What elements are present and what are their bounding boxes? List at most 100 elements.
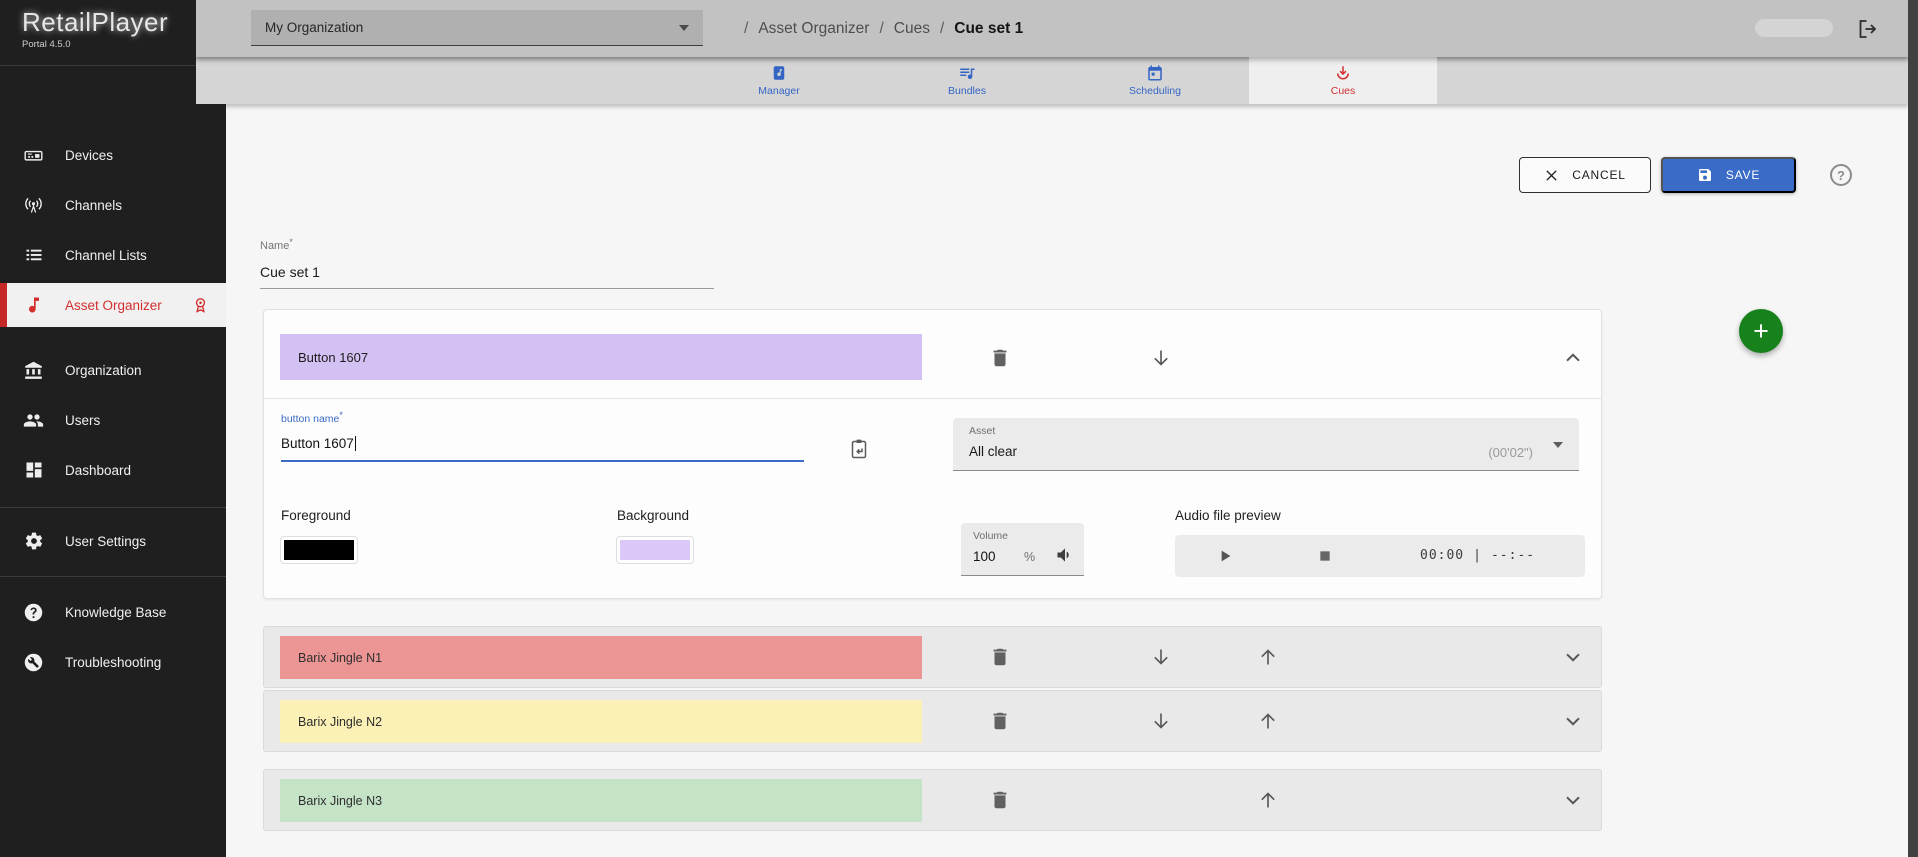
tab-scheduling[interactable]: Scheduling bbox=[1061, 57, 1249, 104]
users-icon bbox=[23, 410, 44, 431]
button-name-label: button name* bbox=[281, 410, 343, 425]
asset-select[interactable]: Asset All clear (00'02") bbox=[953, 418, 1579, 471]
sidebar-item-troubleshooting[interactable]: Troubleshooting bbox=[0, 637, 226, 687]
sidebar-item-label: Channel Lists bbox=[65, 247, 147, 263]
move-down-icon[interactable] bbox=[1148, 708, 1174, 734]
calendar-icon bbox=[1146, 64, 1164, 82]
foreground-color-swatch[interactable] bbox=[281, 537, 357, 563]
save-button-label: SAVE bbox=[1725, 168, 1761, 182]
save-button[interactable]: SAVE bbox=[1661, 157, 1796, 193]
sidebar-divider bbox=[0, 507, 226, 508]
tab-cues[interactable]: Cues bbox=[1249, 57, 1437, 104]
cue-title-bar[interactable]: Barix Jingle N3 bbox=[280, 779, 922, 822]
cue-card-collapsed: Barix Jingle N1 bbox=[263, 626, 1602, 688]
sidebar-item-label: Devices bbox=[65, 147, 114, 163]
play-icon[interactable] bbox=[1217, 548, 1233, 564]
volume-unit: % bbox=[1024, 550, 1036, 564]
sidebar-divider bbox=[0, 576, 226, 577]
playlist-music-icon bbox=[958, 64, 976, 82]
move-up-icon[interactable] bbox=[1255, 644, 1281, 670]
delete-icon[interactable] bbox=[987, 787, 1013, 813]
sidebar-item-dashboard[interactable]: Dashboard bbox=[0, 445, 226, 495]
sidebar-item-label: Troubleshooting bbox=[65, 654, 162, 670]
sidebar-item-knowledge-base[interactable]: Knowledge Base bbox=[0, 587, 226, 637]
cue-title: Button 1607 bbox=[298, 349, 369, 365]
breadcrumb-cues[interactable]: Cues bbox=[893, 19, 930, 37]
move-up-icon[interactable] bbox=[1255, 787, 1281, 813]
time-separator: | bbox=[1473, 548, 1482, 563]
tab-manager[interactable]: Manager bbox=[685, 57, 873, 104]
breadcrumb-asset-organizer[interactable]: Asset Organizer bbox=[758, 19, 870, 37]
sidebar-item-organization[interactable]: Organization bbox=[0, 345, 226, 395]
app-logo: RetailPlayer bbox=[22, 7, 169, 37]
organization-select-value: My Organization bbox=[265, 20, 364, 35]
asset-select-label: Asset bbox=[969, 425, 996, 437]
tray-download-icon bbox=[1334, 64, 1352, 82]
background-color-swatch[interactable] bbox=[617, 537, 693, 563]
floppy-save-icon bbox=[1698, 169, 1711, 181]
audio-player: 00:00 | --:-- bbox=[1175, 535, 1585, 577]
cue-title-bar[interactable]: Barix Jingle N1 bbox=[280, 636, 922, 679]
clipboard-arrow-icon[interactable] bbox=[847, 437, 871, 461]
device-icon bbox=[23, 145, 44, 166]
chevron-down-icon bbox=[679, 24, 689, 31]
delete-icon[interactable] bbox=[987, 644, 1013, 670]
cancel-button[interactable]: CANCEL bbox=[1519, 157, 1651, 193]
text-cursor bbox=[354, 436, 356, 451]
sidebar-upper bbox=[0, 57, 196, 104]
volume-field: Volume 100 % bbox=[961, 523, 1084, 576]
sidebar-item-user-settings[interactable]: User Settings bbox=[0, 516, 226, 566]
sidebar-item-asset-organizer[interactable]: Asset Organizer bbox=[0, 283, 226, 327]
collapse-icon[interactable] bbox=[1560, 345, 1586, 371]
sidebar-item-channel-lists[interactable]: Channel Lists bbox=[0, 230, 226, 280]
status-pill bbox=[1755, 19, 1833, 37]
sidebar-item-users[interactable]: Users bbox=[0, 395, 226, 445]
cue-title-bar[interactable]: Button 1607 bbox=[280, 334, 922, 380]
speaker-icon[interactable] bbox=[1055, 545, 1075, 565]
help-icon[interactable]: ? bbox=[1830, 164, 1852, 186]
name-input[interactable]: Cue set 1 bbox=[260, 264, 714, 289]
volume-label: Volume bbox=[973, 530, 1009, 542]
certificate-badge-icon bbox=[191, 296, 210, 315]
expand-icon[interactable] bbox=[1560, 644, 1586, 670]
tab-label: Scheduling bbox=[1129, 85, 1181, 97]
bank-icon bbox=[23, 360, 44, 381]
breadcrumb-separator: / bbox=[879, 19, 884, 37]
cue-set-name-field: Name* Cue set 1 bbox=[260, 237, 714, 289]
scrollbar[interactable] bbox=[1908, 0, 1918, 857]
music-box-icon bbox=[770, 64, 788, 82]
delete-icon[interactable] bbox=[987, 708, 1013, 734]
sidebar-item-channels[interactable]: Channels bbox=[0, 180, 226, 230]
tab-label: Manager bbox=[758, 85, 800, 97]
button-name-input[interactable]: Button 1607 bbox=[281, 436, 804, 462]
list-icon bbox=[23, 245, 44, 266]
cue-card-expanded: Button 1607 button name* Button 1607 bbox=[263, 309, 1602, 599]
expand-icon[interactable] bbox=[1560, 787, 1586, 813]
foreground-label: Foreground bbox=[281, 508, 351, 523]
breadcrumb-separator: / bbox=[744, 19, 749, 37]
sidebar-item-devices[interactable]: Devices bbox=[0, 130, 226, 180]
breadcrumb-separator: / bbox=[939, 19, 945, 37]
tab-bundles[interactable]: Bundles bbox=[873, 57, 1061, 104]
breadcrumb: / Asset Organizer / Cues / Cue set 1 bbox=[744, 0, 1023, 57]
cue-title-bar[interactable]: Barix Jingle N2 bbox=[280, 700, 922, 743]
total-time: --:-- bbox=[1490, 548, 1536, 563]
stop-icon[interactable] bbox=[1317, 548, 1333, 564]
add-cue-button[interactable]: + bbox=[1739, 309, 1783, 353]
elapsed-time: 00:00 bbox=[1420, 548, 1465, 563]
cancel-button-label: CANCEL bbox=[1572, 168, 1626, 182]
app-version: Portal 4.5.0 bbox=[22, 39, 71, 50]
logout-icon[interactable] bbox=[1856, 17, 1880, 41]
cue-card-collapsed: Barix Jingle N2 bbox=[263, 690, 1602, 752]
move-up-icon[interactable] bbox=[1255, 708, 1281, 734]
dashboard-icon bbox=[23, 460, 44, 481]
move-down-icon[interactable] bbox=[1148, 345, 1174, 371]
expand-icon[interactable] bbox=[1560, 708, 1586, 734]
organization-select[interactable]: My Organization bbox=[251, 10, 703, 46]
sidebar-item-label: Users bbox=[65, 412, 101, 428]
move-down-icon[interactable] bbox=[1148, 644, 1174, 670]
volume-input[interactable]: 100 bbox=[973, 549, 996, 564]
delete-icon[interactable] bbox=[987, 345, 1013, 371]
asset-duration: (00'02") bbox=[1488, 445, 1533, 460]
